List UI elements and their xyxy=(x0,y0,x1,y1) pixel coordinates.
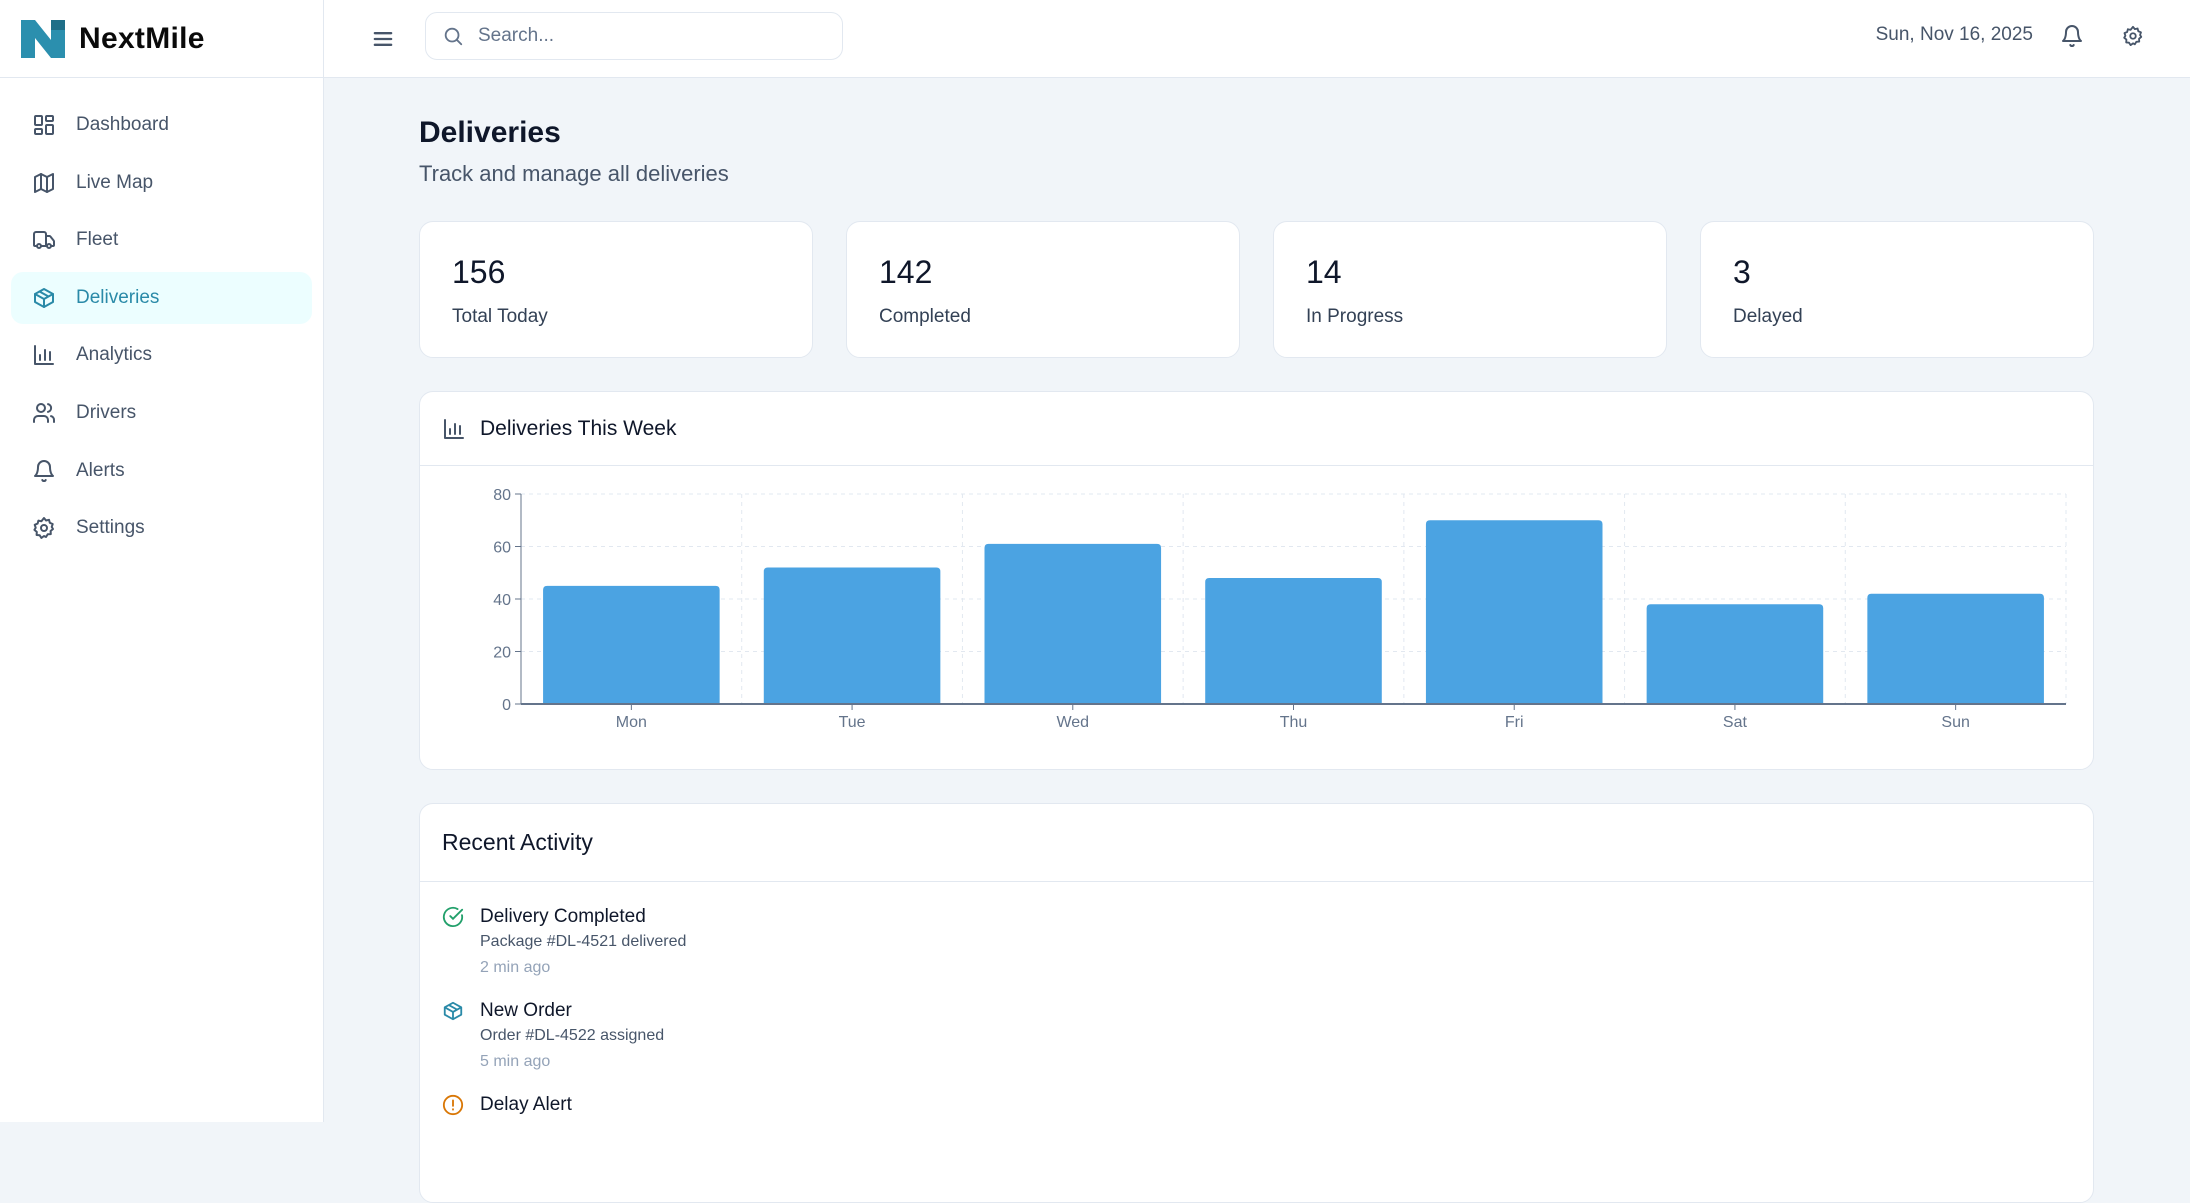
stat-label: Completed xyxy=(879,306,971,327)
x-tick-label: Fri xyxy=(1505,714,1524,731)
activity-time: 2 min ago xyxy=(480,959,551,976)
stat-card-total: 156 Total Today xyxy=(419,221,813,358)
nextmile-logo-icon xyxy=(21,19,65,58)
sidebar-item-dashboard[interactable]: Dashboard xyxy=(11,99,312,151)
package-icon xyxy=(34,287,54,308)
sidebar-item-label: Analytics xyxy=(76,344,153,366)
stat-card-in-progress: 14 In Progress xyxy=(1273,221,1667,358)
bar-sun xyxy=(1867,593,2044,704)
activity-item[interactable]: New Order Order #DL-4522 assigned 5 min ag… xyxy=(442,1000,664,1072)
bell-icon xyxy=(34,459,54,482)
stat-value: 14 xyxy=(1306,254,1342,290)
app-name: NextMile xyxy=(79,21,205,55)
sidebar: NextMile Dashboard Live Map Fleet Delive… xyxy=(0,0,324,1122)
x-tick-label: Wed xyxy=(1056,714,1089,731)
x-tick-label: Sat xyxy=(1723,714,1748,731)
menu-icon[interactable] xyxy=(369,25,397,53)
sidebar-item-drivers[interactable]: Drivers xyxy=(11,387,312,439)
activity-title: New Order xyxy=(480,1000,572,1021)
sidebar-item-label: Fleet xyxy=(76,229,119,251)
dashboard-icon xyxy=(34,115,54,135)
stat-card-completed: 142 Completed xyxy=(846,221,1240,358)
bar-thu xyxy=(1205,578,1382,704)
bar-chart: 0 20 40 60 80 Mon Tue Wed Thu Fri Sat Sun xyxy=(493,487,2067,731)
sidebar-item-label: Alerts xyxy=(76,459,125,481)
bar-mon xyxy=(543,585,720,704)
sidebar-item-alerts[interactable]: Alerts xyxy=(11,445,312,497)
sidebar-item-fleet[interactable]: Fleet xyxy=(11,214,312,266)
activity-time: 5 min ago xyxy=(480,1053,551,1070)
activity-detail: Order #DL-4522 assigned xyxy=(480,1027,665,1044)
map-icon xyxy=(34,172,54,193)
activity-title: Delivery Completed xyxy=(480,906,646,927)
bar-tue xyxy=(763,567,941,704)
current-date: Sun, Nov 16, 2025 xyxy=(1875,24,2033,45)
stat-label: Delayed xyxy=(1733,306,1803,327)
stat-value: 3 xyxy=(1733,254,1751,290)
y-tick-label: 0 xyxy=(502,697,511,714)
recent-activity-title: Recent Activity xyxy=(420,804,2093,882)
bar-chart-icon xyxy=(444,418,464,439)
search-icon xyxy=(444,27,463,46)
x-tick-label: Mon xyxy=(616,714,647,731)
sidebar-nav: Dashboard Live Map Fleet Deliveries Anal… xyxy=(0,78,323,554)
logo[interactable]: NextMile xyxy=(0,0,323,78)
x-tick-label: Thu xyxy=(1280,714,1308,731)
check-circle-icon xyxy=(442,906,464,927)
bar-chart-icon xyxy=(34,345,54,366)
sidebar-item-analytics[interactable]: Analytics xyxy=(11,329,312,381)
weekly-deliveries-card: Deliveries This Week 0 20 40 60 80 Mon Tue Wed T… xyxy=(419,391,2094,770)
sidebar-item-label: Deliveries xyxy=(76,286,160,308)
users-icon xyxy=(33,402,56,423)
sidebar-item-label: Live Map xyxy=(76,171,154,193)
gear-icon xyxy=(33,517,54,540)
bar-fri xyxy=(1425,520,1603,704)
page-title: Deliveries xyxy=(419,116,561,149)
activity-item[interactable]: Delivery Completed Package #DL-4521 deliv… xyxy=(442,906,686,978)
stat-label: In Progress xyxy=(1306,306,1404,327)
sidebar-item-live-map[interactable]: Live Map xyxy=(11,157,312,209)
activity-title: Delay Alert xyxy=(480,1094,572,1115)
x-tick-label: Tue xyxy=(839,714,866,731)
chart-title: Deliveries This Week xyxy=(480,416,677,440)
settings-gear-icon[interactable] xyxy=(2122,25,2144,47)
activity-item[interactable]: Delay Alert xyxy=(442,1094,572,1116)
bar-sat xyxy=(1646,604,1824,704)
package-icon xyxy=(443,1001,463,1021)
alert-circle-icon xyxy=(442,1094,464,1116)
sidebar-item-label: Settings xyxy=(76,517,145,539)
y-tick-label: 80 xyxy=(493,487,511,504)
y-tick-label: 20 xyxy=(493,645,511,662)
stat-value: 142 xyxy=(879,254,933,290)
recent-activity-card: Recent Activity Delivery Completed Packag… xyxy=(419,803,2094,1203)
y-tick-label: 40 xyxy=(493,592,511,609)
y-tick-label: 60 xyxy=(493,540,511,557)
activity-detail: Package #DL-4521 delivered xyxy=(480,933,687,950)
x-tick-label: Sun xyxy=(1941,714,1969,731)
sidebar-item-label: Drivers xyxy=(76,401,137,423)
top-header: Sun, Nov 16, 2025 xyxy=(324,0,2190,78)
stat-value: 156 xyxy=(452,254,506,290)
notifications-bell-icon[interactable] xyxy=(2060,24,2084,48)
bar-wed xyxy=(984,543,1162,704)
sidebar-item-label: Dashboard xyxy=(76,114,169,135)
search-box[interactable] xyxy=(425,12,843,60)
sidebar-item-deliveries[interactable]: Deliveries xyxy=(11,271,312,324)
stat-label: Total Today xyxy=(452,306,548,327)
stat-card-delayed: 3 Delayed xyxy=(1700,221,2094,358)
truck-icon xyxy=(33,231,55,250)
page-subtitle: Track and manage all deliveries xyxy=(419,161,729,186)
sidebar-item-settings[interactable]: Settings xyxy=(11,502,312,554)
search-input[interactable] xyxy=(478,25,818,47)
